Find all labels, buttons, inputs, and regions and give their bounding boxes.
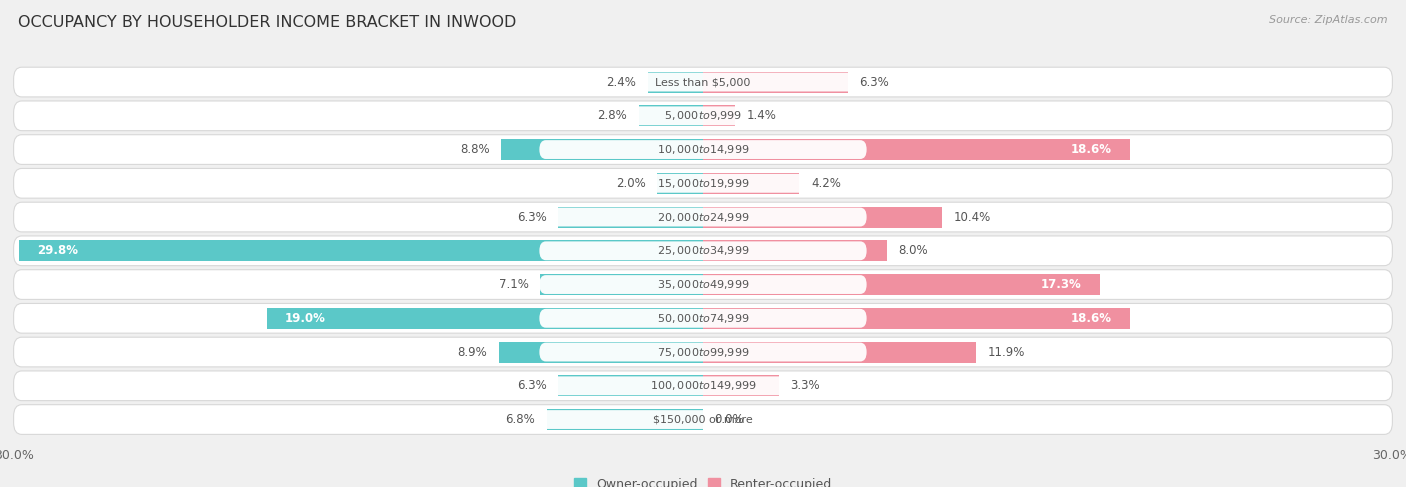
Text: $150,000 or more: $150,000 or more — [654, 414, 752, 425]
FancyBboxPatch shape — [14, 67, 1392, 97]
Bar — [267, 308, 703, 329]
FancyBboxPatch shape — [14, 169, 1392, 198]
Bar — [558, 375, 703, 396]
Bar — [657, 173, 703, 194]
Text: Less than $5,000: Less than $5,000 — [655, 77, 751, 87]
FancyBboxPatch shape — [14, 101, 1392, 131]
Text: $75,000 to $99,999: $75,000 to $99,999 — [657, 346, 749, 358]
FancyBboxPatch shape — [14, 135, 1392, 165]
FancyBboxPatch shape — [14, 371, 1392, 401]
Text: $25,000 to $34,999: $25,000 to $34,999 — [657, 244, 749, 257]
FancyBboxPatch shape — [14, 337, 1392, 367]
Bar — [648, 72, 703, 93]
Text: 2.4%: 2.4% — [606, 75, 637, 89]
Text: 2.0%: 2.0% — [616, 177, 645, 190]
Text: $10,000 to $14,999: $10,000 to $14,999 — [657, 143, 749, 156]
Text: Source: ZipAtlas.com: Source: ZipAtlas.com — [1270, 15, 1388, 25]
FancyBboxPatch shape — [14, 202, 1392, 232]
Bar — [501, 139, 703, 160]
Text: 8.8%: 8.8% — [460, 143, 489, 156]
FancyBboxPatch shape — [540, 207, 866, 226]
FancyBboxPatch shape — [14, 236, 1392, 265]
Text: 18.6%: 18.6% — [1071, 143, 1112, 156]
Text: 6.3%: 6.3% — [859, 75, 889, 89]
Bar — [703, 341, 976, 362]
FancyBboxPatch shape — [540, 309, 866, 328]
Text: 19.0%: 19.0% — [285, 312, 326, 325]
Text: $100,000 to $149,999: $100,000 to $149,999 — [650, 379, 756, 393]
Text: OCCUPANCY BY HOUSEHOLDER INCOME BRACKET IN INWOOD: OCCUPANCY BY HOUSEHOLDER INCOME BRACKET … — [18, 15, 516, 30]
Text: $20,000 to $24,999: $20,000 to $24,999 — [657, 210, 749, 224]
FancyBboxPatch shape — [14, 270, 1392, 300]
Text: $5,000 to $9,999: $5,000 to $9,999 — [664, 109, 742, 122]
Bar — [499, 341, 703, 362]
Bar — [638, 105, 703, 126]
Text: 29.8%: 29.8% — [37, 244, 77, 257]
Text: 11.9%: 11.9% — [988, 346, 1025, 358]
FancyBboxPatch shape — [540, 73, 866, 92]
FancyBboxPatch shape — [540, 275, 866, 294]
Text: 10.4%: 10.4% — [953, 210, 991, 224]
Bar — [18, 241, 703, 261]
FancyBboxPatch shape — [540, 410, 866, 429]
Text: 18.6%: 18.6% — [1071, 312, 1112, 325]
Bar — [703, 139, 1130, 160]
Text: $15,000 to $19,999: $15,000 to $19,999 — [657, 177, 749, 190]
Text: $35,000 to $49,999: $35,000 to $49,999 — [657, 278, 749, 291]
FancyBboxPatch shape — [540, 174, 866, 193]
Text: 7.1%: 7.1% — [499, 278, 529, 291]
Bar — [703, 375, 779, 396]
FancyBboxPatch shape — [14, 405, 1392, 434]
Bar — [540, 274, 703, 295]
Text: 8.9%: 8.9% — [457, 346, 486, 358]
Text: 3.3%: 3.3% — [790, 379, 820, 393]
Text: 6.8%: 6.8% — [506, 413, 536, 426]
FancyBboxPatch shape — [540, 376, 866, 395]
Text: 2.8%: 2.8% — [598, 109, 627, 122]
Text: 6.3%: 6.3% — [517, 210, 547, 224]
FancyBboxPatch shape — [540, 343, 866, 361]
Text: 4.2%: 4.2% — [811, 177, 841, 190]
Bar — [547, 409, 703, 430]
Bar — [703, 206, 942, 227]
Bar — [703, 173, 800, 194]
Text: 0.0%: 0.0% — [714, 413, 744, 426]
Text: 6.3%: 6.3% — [517, 379, 547, 393]
Bar — [703, 274, 1101, 295]
FancyBboxPatch shape — [540, 140, 866, 159]
Text: $50,000 to $74,999: $50,000 to $74,999 — [657, 312, 749, 325]
Bar — [558, 206, 703, 227]
Text: 8.0%: 8.0% — [898, 244, 928, 257]
FancyBboxPatch shape — [540, 242, 866, 260]
FancyBboxPatch shape — [540, 106, 866, 125]
FancyBboxPatch shape — [14, 303, 1392, 333]
Bar — [703, 241, 887, 261]
Text: 17.3%: 17.3% — [1042, 278, 1083, 291]
Bar — [703, 308, 1130, 329]
Text: 1.4%: 1.4% — [747, 109, 776, 122]
Bar — [703, 72, 848, 93]
Bar — [703, 105, 735, 126]
Legend: Owner-occupied, Renter-occupied: Owner-occupied, Renter-occupied — [574, 478, 832, 487]
